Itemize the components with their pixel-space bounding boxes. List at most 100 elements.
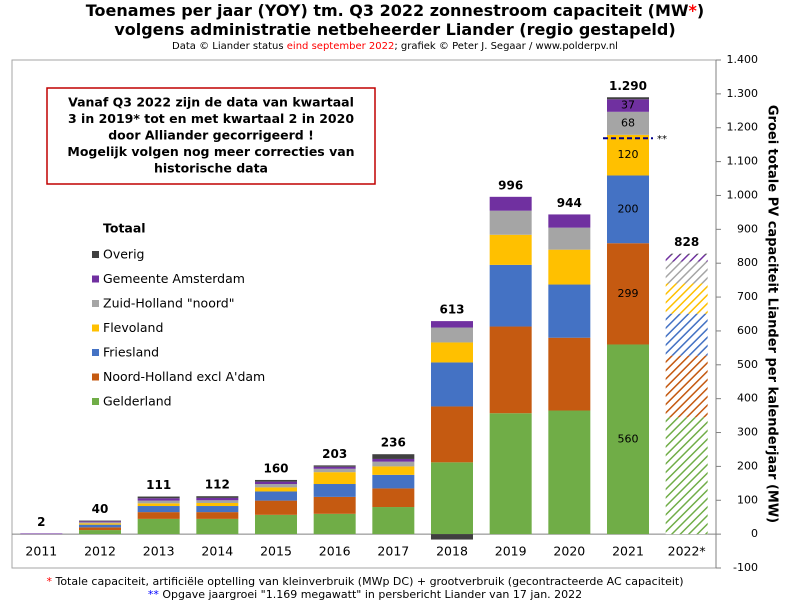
y-tick-label: 1.400 [727, 53, 759, 66]
bar-segment [372, 461, 415, 467]
bar-segment [607, 175, 649, 244]
bar-segment [489, 210, 532, 235]
bar-segment [79, 524, 121, 528]
bar-segment [255, 500, 297, 515]
bar-segment [489, 264, 532, 327]
bar-segment [607, 99, 649, 112]
bar-segment [137, 503, 180, 507]
bar-segment [313, 466, 356, 469]
annotation-line: 3 in 2019* tot en met kwartaal 2 in 2020 [68, 111, 354, 126]
footnote-text: Totale capaciteit, artificiële optelling… [52, 575, 684, 588]
chart-title: Toenames per jaar (YOY) tm. Q3 2022 zonn… [86, 1, 704, 20]
bar-segment [548, 227, 591, 250]
legend-swatch [92, 300, 99, 307]
bar-segment [313, 468, 356, 473]
total-label: 996 [498, 178, 523, 192]
y-tick-label: 100 [737, 493, 758, 506]
footnote-marker: * [46, 575, 52, 588]
bar-segment [372, 507, 415, 535]
y-tick-label: 500 [737, 358, 758, 371]
bar-segment [137, 500, 180, 504]
bar-segment [196, 506, 239, 513]
x-tick-label: 2014 [201, 544, 233, 559]
bar-segment [196, 500, 239, 503]
legend-label: Zuid-Holland "noord" [103, 296, 234, 311]
data-label: 37 [621, 99, 635, 112]
x-tick-label: 2012 [84, 544, 116, 559]
annotation-line: Vanaf Q3 2022 zijn de data van kwartaal [68, 95, 354, 110]
x-tick-label: 2018 [436, 544, 468, 559]
bar-segment [431, 462, 473, 535]
y-tick-label: 1.100 [727, 155, 759, 168]
total-label: 160 [263, 461, 288, 475]
total-label: 112 [205, 478, 230, 492]
bar-segment [137, 498, 180, 501]
bar-segment [79, 522, 121, 524]
data-label: 68 [621, 116, 635, 129]
y-tick-label: 1.200 [727, 121, 759, 134]
y-tick-label: 600 [737, 324, 758, 337]
bar-segment [79, 527, 121, 531]
footnote: ** Opgave jaargroei "1.169 megawatt" in … [148, 588, 582, 601]
title-part: ) [697, 1, 704, 20]
subtitle-part: ; grafiek © Peter J. Segaar / www.polder… [394, 41, 618, 52]
total-label: 40 [92, 502, 109, 516]
bar-segment [372, 454, 415, 459]
total-label: 944 [557, 196, 582, 210]
total-label: 203 [322, 447, 347, 461]
y-tick-label: 0 [751, 527, 758, 540]
data-label: 560 [618, 432, 639, 445]
bar-segment [665, 313, 708, 356]
bar-segment [548, 410, 591, 535]
bar-segment [137, 496, 180, 499]
total-label: 1.290 [609, 79, 647, 93]
bar-segment [79, 523, 121, 525]
footnote-text: Opgave jaargroei "1.169 megawatt" in per… [159, 588, 582, 601]
data-label: 120 [618, 148, 639, 161]
bar-segment [137, 506, 180, 513]
legend-label: Noord-Holland excl A'dam [103, 369, 265, 384]
x-tick-label: 2015 [260, 544, 292, 559]
annotation-box [46, 87, 376, 185]
x-tick-label: 2011 [25, 544, 57, 559]
bar-segment [313, 513, 356, 535]
bar-segment [431, 534, 473, 540]
y-tick-label: 300 [737, 426, 758, 439]
legend-title: Totaal [103, 221, 146, 236]
bar-segment [665, 254, 708, 262]
legend-label: Friesland [103, 345, 159, 360]
legend-label: Gelderland [103, 394, 172, 409]
subtitle-part: Data © Liander status [172, 41, 287, 52]
bar-segment [313, 465, 356, 467]
footnote-marker: ** [148, 588, 160, 601]
legend-swatch [92, 349, 99, 356]
chart-title: volgens administratie netbeheerder Liand… [114, 20, 675, 39]
bar-segment [607, 134, 649, 176]
y-axis-title: Groei totale PV capaciteit Liander per k… [765, 105, 780, 523]
data-label: 299 [618, 287, 639, 300]
total-label: 613 [439, 303, 464, 317]
bar-segment [79, 521, 121, 523]
legend-swatch [92, 275, 99, 283]
total-label: 2 [37, 515, 45, 529]
bar-segment [255, 479, 297, 482]
title-part: volgens administratie netbeheerder Liand… [114, 20, 675, 39]
bar-segment [665, 355, 708, 418]
bar-segment [255, 484, 297, 488]
bar-segment [489, 196, 532, 211]
bar-segment [431, 327, 473, 343]
bar-segment [548, 249, 591, 285]
legend-swatch [92, 398, 99, 405]
y-tick-label: 200 [737, 459, 758, 472]
legend-label: Gemeente Amsterdam [103, 271, 245, 286]
bar-segment [431, 321, 473, 328]
bar-segment [79, 530, 121, 535]
subtitle-part: eind september 2022 [287, 41, 395, 52]
bar-segment [489, 413, 532, 535]
x-tick-label: 2016 [319, 544, 351, 559]
bar-segment [548, 214, 591, 228]
x-tick-label: 2013 [143, 544, 175, 559]
bar-segment [255, 487, 297, 492]
title-part: Toenames per jaar (YOY) tm. Q3 2022 zonn… [86, 1, 689, 20]
bar-segment [20, 533, 63, 535]
